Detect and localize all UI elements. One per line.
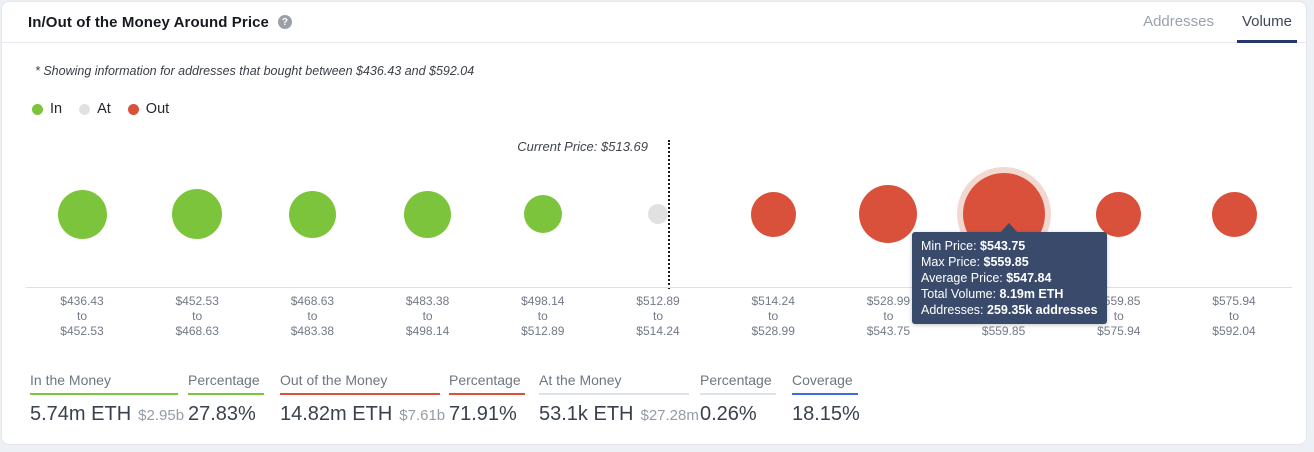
bubble-in-483.38[interactable] [404,190,452,238]
x-axis-line [26,287,1292,288]
stat-in-the-money: In the Money 5.74m ETH $2.95b [30,372,184,426]
in-out-money-card: In/Out of the Money Around Price ? Addre… [1,1,1307,445]
stat-secondary-value: $2.95b [138,407,185,424]
stat-value: 5.74m ETH [30,403,132,425]
bubble-out-528.99[interactable] [859,185,918,243]
bubble-out-575.94[interactable] [1211,191,1257,237]
legend-dot-icon [79,103,91,115]
legend-label: In [50,101,63,117]
stat-label: Percentage [700,372,776,395]
tooltip-row: Max Price: $559.85 [921,255,1029,269]
stat-percentage: Percentage 27.83% [188,372,264,426]
stat-label: At the Money [539,372,689,395]
tooltip-row: Total Volume: 8.19m ETH [921,287,1064,301]
x-axis-label: $483.38 to $498.14 [405,294,450,338]
x-axis-label: $436.43 to $452.53 [60,294,104,338]
legend-item-in[interactable]: In [32,101,62,117]
stat-value: 18.15% [792,403,860,425]
tooltip-row: Min Price: $543.75 [921,239,1026,253]
current-price-line [668,140,670,289]
tab-bar: Addresses Volume [1138,2,1297,43]
legend-dot-icon [32,103,43,115]
stat-label: Percentage [188,372,264,395]
tab-volume[interactable]: Volume [1236,2,1297,43]
legend-dot-icon [127,103,139,115]
bubble-in-452.53[interactable] [172,189,223,239]
stat-at-the-money: At the Money 53.1k ETH $27.28m [539,372,699,426]
bubble-in-498.14[interactable] [523,195,562,233]
bubble-out-559.85[interactable] [1096,191,1142,237]
subtitle-note: * Showing information for addresses that… [35,64,475,78]
bubble-out-514.24[interactable] [750,191,796,237]
tab-addresses[interactable]: Addresses [1143,12,1214,30]
tooltip-row: Average Price: $547.84 [921,271,1052,285]
stat-secondary-value: $27.28m [640,407,699,424]
bubble-chart: Current Price: $513.69 $436.43 to $452.53 $… [2,2,1306,362]
legend-item-out[interactable]: Out [127,101,170,117]
tooltip-arrow [1000,223,1018,233]
stat-value: 14.82m ETH [280,403,393,425]
x-axis-label: $559.85 to $575.94 [1097,294,1141,338]
x-axis-label: $512.89 to $514.24 [636,294,680,338]
x-axis-label: $498.14 to $512.89 [521,294,565,338]
x-axis-label: $514.24 to $528.99 [751,294,795,338]
stat-label: In the Money [30,372,178,395]
bubble-in-436.43[interactable] [57,189,107,239]
bubble-at-512.89[interactable] [648,204,668,224]
stat-secondary-value: $7.61b [399,407,446,424]
card-header: In/Out of the Money Around Price ? Addre… [2,2,1306,43]
stat-percentage: Percentage 0.26% [700,372,776,426]
current-price-label: Current Price: $513.69 [517,139,648,154]
stat-label: Percentage [449,372,525,395]
x-axis-label: $452.53 to $468.63 [175,294,219,338]
bubble-tooltip: Min Price: $543.75 Max Price: $559.85 Aver… [912,223,1107,324]
stat-value: 53.1k ETH [539,403,634,425]
legend-item-at[interactable]: At [79,101,111,117]
legend: In At Out [32,101,169,117]
stat-value: 0.26% [700,403,757,425]
stat-value: 27.83% [188,403,256,425]
stat-out-of-the-money: Out of the Money 14.82m ETH $7.61b [280,372,445,426]
x-axis-label: $468.63 to $483.38 [290,294,335,338]
stat-percentage: Percentage 71.91% [449,372,525,426]
legend-label: Out [145,101,170,117]
x-axis-label: $575.94 to $592.04 [1212,294,1256,338]
stat-label: Coverage [792,372,858,395]
legend-label: At [97,101,111,117]
tooltip-row: Addresses: 259.35k addresses [921,303,1098,317]
stat-value: 71.91% [449,403,517,425]
stat-label: Out of the Money [280,372,440,395]
stat-coverage: Coverage 18.15% [792,372,860,426]
x-axis-label: $528.99 to $543.75 [866,294,911,338]
page-title: In/Out of the Money Around Price [28,13,269,31]
bubble-in-468.63[interactable] [288,190,336,238]
help-icon[interactable]: ? [277,15,292,29]
